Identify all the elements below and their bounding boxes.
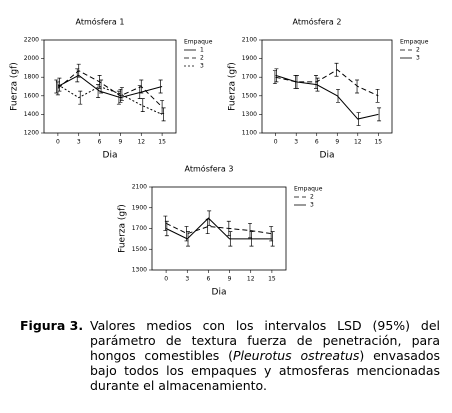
error-bar [274, 68, 279, 83]
x-axis-label: Dia [103, 151, 118, 161]
series-line [57, 74, 163, 99]
series-line [57, 84, 163, 115]
legend-label: 2 [200, 55, 204, 62]
series-line [57, 70, 163, 108]
y-tick-label: 1700 [242, 74, 257, 81]
x-tick-label: 12 [354, 139, 362, 146]
error-bar [57, 77, 62, 92]
error-bar [377, 107, 382, 122]
x-tick-label: 12 [137, 139, 145, 146]
error-bar [356, 112, 361, 126]
x-tick-label: 3 [185, 276, 189, 283]
chart-title: Atmósfera 3 [185, 164, 234, 174]
y-tick-label: 1300 [132, 267, 147, 274]
error-bar [140, 98, 145, 112]
x-tick-label: 15 [374, 139, 382, 146]
x-tick-label: 3 [294, 139, 298, 146]
y-tick-label: 1500 [132, 246, 147, 253]
error-bar [207, 210, 212, 226]
x-tick-label: 15 [268, 276, 276, 283]
x-tick-label: 6 [315, 139, 319, 146]
y-tick-label: 2000 [24, 55, 39, 62]
caption: Figura 3. Valores medios con los interva… [20, 318, 440, 393]
legend-label: 2 [310, 194, 314, 201]
legend-title: Empaque [184, 39, 213, 46]
caption-label: Figura 3. [20, 318, 84, 333]
plot-frame [43, 39, 177, 134]
error-bar [334, 62, 339, 77]
series-line [275, 74, 379, 120]
y-tick-label: 1500 [242, 92, 257, 99]
error-bar [139, 79, 144, 94]
y-tick-label: 1300 [242, 111, 257, 118]
x-tick-label: 9 [228, 276, 232, 283]
x-tick-label: 3 [77, 139, 81, 146]
x-tick-label: 6 [98, 139, 102, 146]
error-bar [294, 74, 299, 89]
x-tick-label: 9 [335, 139, 339, 146]
x-tick-label: 12 [247, 276, 255, 283]
y-tick-label: 1800 [24, 74, 39, 81]
x-axis-label: Dia [320, 151, 335, 161]
chart-title: Atmósfera 2 [293, 17, 342, 27]
error-bar [336, 88, 341, 103]
error-bar [161, 107, 166, 122]
error-bar [228, 231, 233, 247]
x-tick-label: 0 [56, 139, 60, 146]
chart-title: Atmósfera 1 [76, 17, 125, 27]
x-tick-label: 0 [164, 276, 168, 283]
series-line [165, 217, 272, 240]
error-bar [76, 63, 81, 78]
legend-label: 3 [200, 63, 204, 70]
y-tick-label: 1200 [24, 130, 39, 137]
caption-species: Pleurotus ostreatus [232, 348, 360, 363]
x-tick-label: 6 [207, 276, 211, 283]
y-tick-label: 1600 [24, 92, 39, 99]
error-bar [270, 231, 275, 247]
series-line [165, 222, 272, 235]
x-tick-label: 0 [274, 139, 278, 146]
error-bar [119, 87, 124, 101]
caption-part: Valores medios con los intervalos LSD (9… [90, 318, 440, 363]
y-tick-label: 1900 [132, 204, 147, 211]
x-tick-label: 15 [158, 139, 166, 146]
y-tick-label: 2100 [132, 184, 147, 191]
y-tick-label: 1100 [242, 130, 257, 137]
legend-label: 3 [310, 202, 314, 209]
legend-label: 2 [416, 47, 420, 54]
y-axis-label: Fuerza (gf) [10, 62, 20, 111]
error-bar [315, 77, 320, 92]
error-bar [355, 79, 360, 94]
y-axis-label: Fuerza (gf) [228, 62, 238, 111]
error-bar [78, 90, 83, 105]
y-tick-label: 2100 [242, 37, 257, 44]
y-tick-label: 2200 [24, 37, 39, 44]
error-bar [99, 79, 104, 94]
legend-title: Empaque [294, 186, 323, 193]
legend-title: Empaque [400, 39, 429, 46]
y-axis-label: Fuerza (gf) [118, 204, 128, 253]
error-bar [375, 88, 380, 103]
plot-frame [261, 39, 393, 134]
x-tick-label: 9 [119, 139, 123, 146]
legend-label: 3 [416, 55, 420, 62]
legend-label: 1 [200, 47, 204, 54]
y-tick-label: 1700 [132, 225, 147, 232]
caption-part: ) envasados bajo todos los empaques y at… [90, 348, 441, 393]
series-line [275, 69, 379, 97]
error-bar [186, 231, 191, 247]
y-tick-label: 1400 [24, 111, 39, 118]
x-axis-label: Dia [212, 288, 227, 298]
y-tick-label: 1900 [242, 55, 257, 62]
error-bar [158, 79, 163, 94]
error-bar [249, 231, 254, 247]
error-bar [164, 220, 169, 237]
caption-text: Valores medios con los intervalos LSD (9… [90, 318, 440, 393]
